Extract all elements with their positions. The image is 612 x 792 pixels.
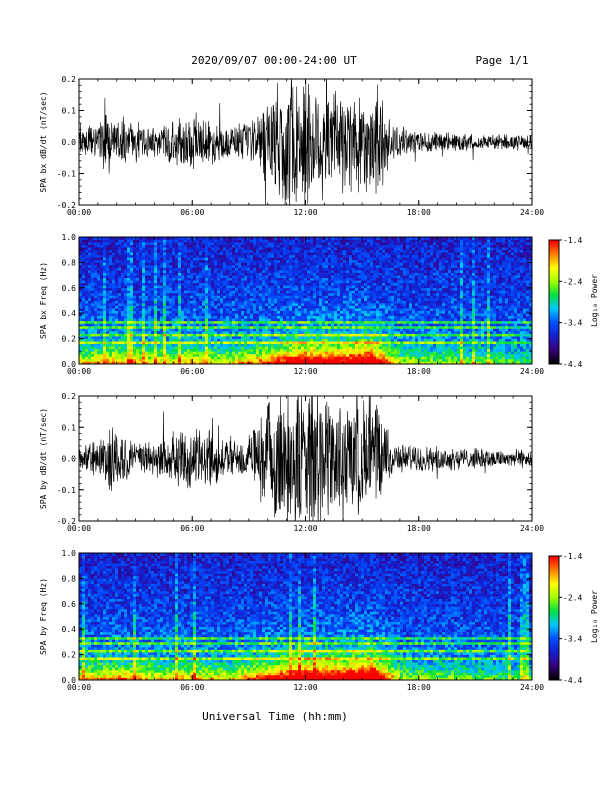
colorbar-tick-label: -1.4: [563, 552, 582, 561]
y-tick-label: 0.2: [62, 392, 77, 401]
x-tick-label: 06:00: [180, 367, 204, 376]
y-tick-label: 0.2: [62, 335, 77, 344]
y-tick-label: 1.0: [62, 233, 77, 242]
y-tick-label: -0.1: [57, 486, 76, 495]
y-tick-label: 0.0: [62, 138, 77, 147]
y-tick-label: 0.4: [62, 625, 77, 634]
spectrogram-cells: [79, 237, 533, 365]
x-tick-label: 00:00: [67, 524, 91, 533]
y-tick-label: 0.8: [62, 574, 77, 583]
colorbar-tick-label: -2.4: [563, 277, 582, 286]
y-tick-label: 0.1: [62, 107, 77, 116]
y-tick-label: 0.2: [62, 75, 77, 84]
y-axis-label: SPA by dB/dt (nT/sec): [39, 408, 48, 509]
x-tick-label: 24:00: [520, 367, 544, 376]
x-tick-label: 18:00: [407, 367, 431, 376]
x-tick-label: 18:00: [407, 683, 431, 692]
page-number: Page 1/1: [476, 54, 529, 67]
x-tick-label: 18:00: [407, 524, 431, 533]
dbdt-trace: [79, 396, 532, 521]
y-tick-label: 0.0: [62, 455, 77, 464]
y-axis-label: SPA bx Freq (Hz): [39, 262, 48, 339]
x-tick-label: 18:00: [407, 208, 431, 217]
y-tick-label: 0.2: [62, 651, 77, 660]
y-tick-label: 1.0: [62, 549, 77, 558]
x-tick-label: 06:00: [180, 683, 204, 692]
y-tick-label: -0.2: [57, 517, 76, 526]
x-tick-label: 00:00: [67, 367, 91, 376]
x-tick-label: 06:00: [180, 524, 204, 533]
colorbar-frame: [548, 555, 560, 681]
x-tick-label: 12:00: [293, 683, 317, 692]
y-axis-label: SPA by Freq (Hz): [39, 578, 48, 655]
x-tick-label: 12:00: [293, 208, 317, 217]
x-tick-label: 00:00: [67, 683, 91, 692]
x-tick-label: 12:00: [293, 367, 317, 376]
y-tick-label: 0.6: [62, 600, 77, 609]
colorbar-label: Log₁₀ Power: [590, 590, 599, 643]
colorbar-tick-label: -2.4: [563, 593, 582, 602]
x-axis-label: Universal Time (hh:mm): [202, 710, 348, 723]
colorbar-frame: [548, 239, 560, 365]
by-timeseries-panel: 00:00 06:00 12:00 18:00 24:00 -0.2 -0.1 0.0 0.1 0…: [39, 392, 544, 533]
y-axis-label: SPA bx dB/dt (nT/sec): [39, 91, 48, 192]
bx-spectrogram-panel: 00:00 06:00 12:00 18:00 24:00 0.0 0.2 0.4 0.6 0.8…: [39, 233, 599, 376]
x-tick-label: 24:00: [520, 524, 544, 533]
y-tick-label: 0.0: [62, 360, 77, 369]
y-tick-label: 0.8: [62, 258, 77, 267]
colorbar: -1.4 -2.4 -3.4 -4.4 Log₁₀ Power: [548, 236, 599, 369]
x-tick-label: 00:00: [67, 208, 91, 217]
colorbar-tick-label: -4.4: [563, 360, 582, 369]
y-tick-label: -0.2: [57, 201, 76, 210]
colorbar-tick-label: -1.4: [563, 236, 582, 245]
date-range-title: 2020/09/07 00:00-24:00 UT: [191, 54, 357, 67]
y-tick-label: -0.1: [57, 170, 76, 179]
x-tick-label: 24:00: [520, 683, 544, 692]
x-tick-label: 24:00: [520, 208, 544, 217]
bx-timeseries-panel: 00:00 06:00 12:00 18:00 24:00 -0.2 -0.1 0.0 0.1 0…: [39, 75, 544, 217]
x-tick-label: 12:00: [293, 524, 317, 533]
y-tick-label: 0.6: [62, 284, 77, 293]
by-spectrogram-panel: 00:00 06:00 12:00 18:00 24:00 0.0 0.2 0.4 0.6 0.8…: [39, 549, 599, 692]
dbdt-trace: [79, 79, 532, 205]
spectrogram-cells: [79, 553, 533, 681]
colorbar-label: Log₁₀ Power: [590, 274, 599, 327]
colorbar-tick-label: -4.4: [563, 676, 582, 685]
colorbar: -1.4 -2.4 -3.4 -4.4 Log₁₀ Power: [548, 552, 599, 685]
y-tick-label: 0.4: [62, 309, 77, 318]
y-tick-label: 0.0: [62, 676, 77, 685]
x-tick-label: 06:00: [180, 208, 204, 217]
y-tick-label: 0.1: [62, 423, 77, 432]
colorbar-tick-label: -3.4: [563, 635, 582, 644]
colorbar-tick-label: -3.4: [563, 319, 582, 328]
